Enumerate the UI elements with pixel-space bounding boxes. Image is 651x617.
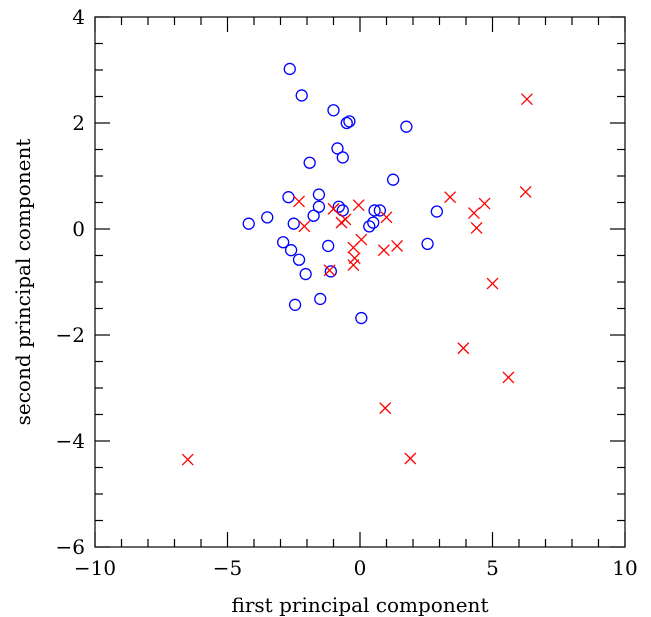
circle-point [400,120,413,133]
cross-point [339,213,352,226]
cross-point [347,241,360,254]
cross-point [327,202,340,215]
cross-point [181,453,194,466]
cross-point [444,191,457,204]
data-points [181,62,533,466]
y-tick-label: 0 [72,217,85,241]
circle-point [299,267,312,281]
circle-point [331,142,344,155]
y-tick-label: 2 [72,111,85,135]
circle-point [340,116,353,130]
circle-point [421,237,434,250]
cross-point [486,277,499,290]
circle-point [367,216,380,229]
circle-point [295,89,308,102]
cross-point [457,342,470,355]
circle-point [282,191,295,204]
circle-point [283,62,296,76]
circle-point [368,204,381,217]
circle-point [261,211,274,224]
circle-point [307,209,320,222]
circle-point [322,239,335,253]
circle-point [324,265,338,278]
y-tick-label: −4 [56,429,85,453]
cross-point [293,195,306,208]
cross-point [470,221,483,234]
x-tick-label: 0 [354,556,367,580]
plot-frame [94,16,626,548]
cross-point [380,211,393,224]
tick-labels: −10 −5 0 5 10 −6 −4 −2 0 2 4 [56,5,638,580]
circle-point [336,151,349,164]
cross-point [323,264,336,277]
circle-point [343,115,356,128]
axis-ticks [94,16,626,548]
x-tick-label: 5 [486,556,499,580]
circle-point [312,188,326,201]
circle-point [332,200,345,213]
circle-point [287,217,300,230]
circle-point [430,205,444,218]
x-tick-label: −10 [74,556,116,580]
y-axis-title: second principal component [11,139,35,426]
circle-point [363,220,376,233]
circle-point [242,217,255,230]
circle-point [314,292,327,306]
cross-point [520,93,533,106]
cross-point [404,452,417,465]
circle-point [327,104,340,117]
cross-point [379,402,392,415]
circle-point [373,204,387,217]
cross-point [478,197,491,210]
y-tick-label: −6 [56,535,85,559]
circle-point [288,298,302,311]
y-tick-label: −2 [56,323,85,347]
cross-point [347,259,360,271]
cross-point [377,244,390,257]
x-axis-title: first principal component [232,593,489,617]
x-tick-label: 10 [612,556,637,580]
cross-point [502,371,515,384]
cross-point [391,240,404,252]
cross-point [519,185,532,198]
circle-point [355,311,368,325]
x-tick-label: −5 [213,556,242,580]
circle-point [303,156,316,169]
circle-point [292,253,306,266]
cross-point [298,220,311,233]
circle-point [386,173,400,186]
cross-point [352,199,365,212]
circle-point [284,244,298,257]
y-tick-label: 4 [72,5,85,29]
circle-point [276,236,290,249]
cross-point [467,207,480,220]
circle-point [312,200,326,213]
